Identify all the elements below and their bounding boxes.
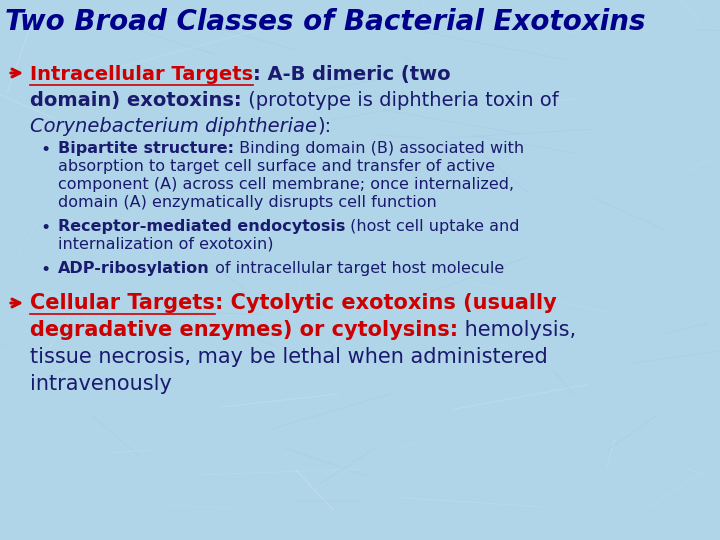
Text: Corynebacterium diphtheriae: Corynebacterium diphtheriae (30, 117, 317, 136)
Text: : A-B dimeric (two: : A-B dimeric (two (253, 65, 451, 84)
Text: Two Broad Classes of Bacterial Exotoxins: Two Broad Classes of Bacterial Exotoxins (5, 8, 646, 36)
Text: degradative enzymes) or cytolysins:: degradative enzymes) or cytolysins: (30, 320, 458, 340)
Text: ADP-ribosylation: ADP-ribosylation (58, 261, 210, 276)
Text: absorption to target cell surface and transfer of active: absorption to target cell surface and tr… (58, 159, 495, 174)
Text: Intracellular Targets: Intracellular Targets (30, 65, 253, 84)
Text: component (A) across cell membrane; once internalized,: component (A) across cell membrane; once… (58, 177, 514, 192)
Text: •: • (40, 261, 50, 279)
Text: (prototype is diphtheria toxin of: (prototype is diphtheria toxin of (242, 91, 559, 110)
Text: Binding domain (B) associated with: Binding domain (B) associated with (234, 141, 524, 156)
Text: Cellular Targets: Cellular Targets (30, 293, 215, 313)
Text: of intracellular target host molecule: of intracellular target host molecule (210, 261, 504, 276)
Text: intravenously: intravenously (30, 374, 172, 394)
Text: ):: ): (317, 117, 331, 136)
Text: hemolysis,: hemolysis, (458, 320, 576, 340)
Text: domain) exotoxins:: domain) exotoxins: (30, 91, 242, 110)
Text: tissue necrosis, may be lethal when administered: tissue necrosis, may be lethal when admi… (30, 347, 548, 367)
Text: (host cell uptake and: (host cell uptake and (346, 219, 520, 234)
Text: Bipartite structure:: Bipartite structure: (58, 141, 234, 156)
Text: internalization of exotoxin): internalization of exotoxin) (58, 237, 274, 252)
Text: •: • (40, 141, 50, 159)
Text: : Cytolytic exotoxins (usually: : Cytolytic exotoxins (usually (215, 293, 557, 313)
Text: •: • (40, 219, 50, 237)
Text: domain (A) enzymatically disrupts cell function: domain (A) enzymatically disrupts cell f… (58, 195, 437, 210)
Text: Receptor-mediated endocytosis: Receptor-mediated endocytosis (58, 219, 346, 234)
